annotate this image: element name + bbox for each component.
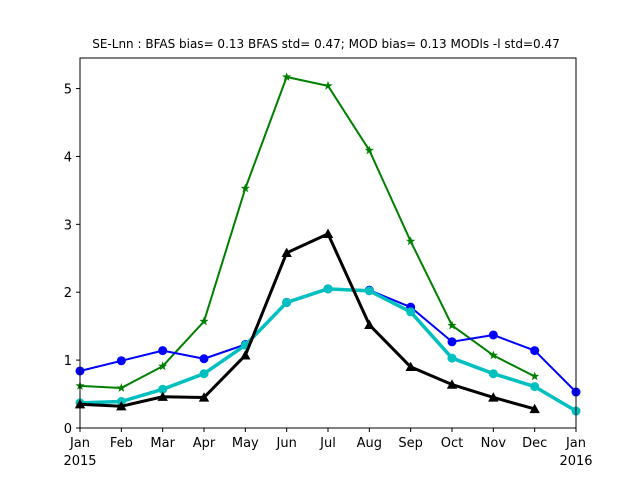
x-tick-label: Nov (481, 436, 507, 451)
series-2 (75, 284, 581, 416)
series-line (79, 76, 536, 389)
data-point (529, 403, 540, 414)
data-point (488, 350, 498, 360)
data-point (406, 307, 416, 317)
x-tick-label: Apr (193, 436, 216, 451)
x-tick-label: May (232, 436, 259, 451)
data-point (240, 350, 251, 360)
series-layer (74, 72, 581, 416)
data-point (158, 384, 168, 394)
x-tick-label: Dec (522, 436, 547, 451)
data-point (158, 346, 168, 356)
data-point (530, 371, 540, 381)
y-tick-label: 0 (64, 422, 72, 437)
x-tick-label: Feb (110, 436, 133, 451)
x-year-label: 2015 (63, 454, 96, 469)
series-1 (75, 284, 581, 397)
data-point (199, 369, 209, 379)
x-year-label: 2016 (559, 454, 592, 469)
data-point (240, 183, 250, 193)
data-point (116, 356, 126, 366)
data-point (406, 236, 416, 246)
data-point (323, 81, 333, 90)
data-point (116, 383, 126, 392)
data-point (323, 284, 333, 294)
axis-layer: 0 1 2 3 4 5 Jan Feb Mar Apr May Jun Jul Aug Sep Oct Nov D… (63, 83, 592, 469)
data-point (446, 379, 458, 389)
y-tick-label: 2 (64, 286, 72, 301)
data-point (322, 228, 334, 238)
data-point (405, 361, 416, 372)
series-line (78, 287, 578, 413)
data-point (488, 392, 499, 402)
data-point (282, 72, 292, 81)
data-point (530, 346, 540, 356)
data-point (199, 316, 209, 326)
x-tick-label: Jan (565, 436, 586, 451)
data-point (198, 392, 210, 402)
data-point (364, 319, 375, 329)
data-point (199, 354, 209, 364)
y-tick-label: 3 (64, 218, 72, 233)
data-point (116, 401, 127, 411)
x-tick-label: Aug (357, 436, 382, 451)
data-point (447, 337, 457, 347)
series-3 (74, 228, 540, 414)
plot-frame (79, 57, 577, 429)
x-tick-label: Mar (150, 436, 175, 451)
data-point (530, 382, 540, 392)
data-point (488, 330, 498, 340)
data-point (488, 369, 498, 379)
y-tick-label: 1 (64, 354, 72, 369)
data-point (282, 297, 292, 307)
x-tick-label: Sep (398, 436, 423, 451)
data-point (364, 145, 374, 155)
data-point (158, 361, 168, 371)
y-tick-label: 4 (64, 150, 72, 165)
data-point (447, 353, 457, 363)
data-point (447, 320, 457, 330)
series-line (78, 232, 537, 411)
x-tick-label: Jun (276, 436, 297, 451)
x-tick-label: Oct (441, 436, 463, 451)
chart-title: SE-Lnn : BFAS bias= 0.13 BFAS std= 0.47;… (92, 37, 560, 51)
x-tick-label: Jul (319, 436, 336, 451)
data-point (281, 247, 292, 258)
data-point (157, 391, 168, 401)
series-0 (75, 72, 540, 392)
data-point (364, 286, 374, 296)
y-tick-label: 5 (64, 83, 72, 98)
x-tick-label: Jan (69, 436, 90, 451)
